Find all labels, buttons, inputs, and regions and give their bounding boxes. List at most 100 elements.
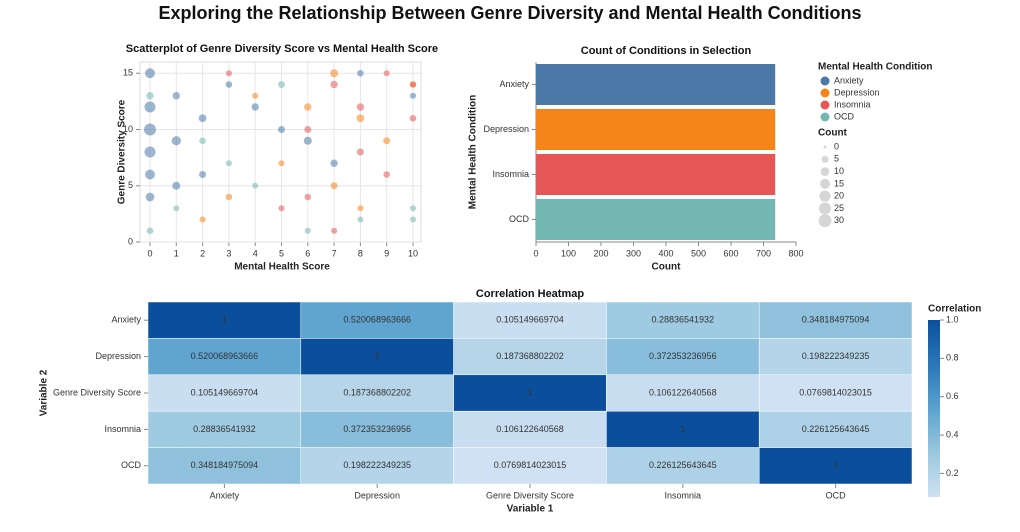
- size-legend-label: 5: [834, 154, 839, 164]
- heatmap-cell: [147, 374, 302, 412]
- size-legend-label: 25: [834, 203, 844, 213]
- x-tick-label: Genre Diversity Score: [486, 490, 574, 500]
- x-tick-label: 3: [226, 248, 231, 258]
- cell-label: 0.198222349235: [343, 460, 411, 470]
- heatmap-cell: [300, 410, 454, 448]
- scatter-point: [145, 68, 155, 79]
- scatter-point: [409, 81, 417, 88]
- x-tick-label: Depression: [354, 490, 400, 500]
- scatter-point: [278, 160, 285, 167]
- scatter-point: [357, 205, 364, 212]
- scatter-point: [304, 103, 312, 111]
- scatter-point: [383, 171, 391, 178]
- scatter-point: [356, 148, 364, 156]
- scatter-point: [225, 193, 233, 201]
- page-title: Exploring the Relationship Between Genre…: [158, 3, 861, 23]
- x-tick-label: 800: [788, 248, 803, 258]
- x-tick-label: 10: [408, 248, 418, 258]
- x-tick-label: Insomnia: [665, 490, 702, 500]
- plot-frame: [139, 61, 422, 243]
- x-tick-label: OCD: [826, 490, 847, 500]
- x-tick-label: 500: [691, 248, 706, 258]
- scatter-point: [409, 205, 417, 212]
- x-tick-label: 8: [358, 248, 363, 258]
- scatter-point: [252, 182, 259, 189]
- legend-label: Insomnia: [834, 99, 871, 109]
- cell-label: 1: [527, 387, 532, 397]
- size-legend-label: 10: [834, 166, 844, 176]
- scatter-point: [171, 136, 181, 146]
- heatmap-cell: [758, 338, 913, 376]
- y-tick-label: Depression: [95, 351, 141, 361]
- heatmap-cell: [758, 374, 913, 412]
- size-legend-swatch: [819, 202, 831, 215]
- y-tick-label: Anxiety: [111, 315, 141, 325]
- heatmap-cell: [300, 374, 454, 412]
- legend-title: Mental Health Condition: [818, 62, 932, 73]
- x-tick-label: Anxiety: [210, 490, 240, 500]
- scatter-point: [304, 125, 312, 134]
- scatter-point: [172, 92, 181, 100]
- x-tick-label: 600: [723, 248, 738, 258]
- legend-swatch: [820, 112, 830, 122]
- size-legend-label: 30: [834, 215, 844, 225]
- scatter-point: [304, 193, 312, 201]
- scatter-point: [330, 80, 338, 89]
- legend-label: OCD: [834, 111, 855, 121]
- x-tick-label: 4: [253, 248, 258, 258]
- scatter-point: [225, 81, 233, 88]
- cell-label: 0.372353236956: [649, 351, 717, 361]
- cell-label: 0.226125643645: [649, 460, 717, 470]
- x-tick-label: 100: [561, 248, 576, 258]
- heatmap-cell: [606, 374, 760, 412]
- cell-label: 0.198222349235: [802, 351, 870, 361]
- colorbar: [928, 320, 940, 497]
- y-tick-label: Anxiety: [499, 79, 529, 89]
- cell-label: 0.105149669704: [191, 387, 259, 397]
- scatter-point: [145, 169, 155, 180]
- cell-label: 0.105149669704: [496, 315, 564, 325]
- bar: [536, 154, 776, 195]
- y-tick-label: 10: [123, 124, 133, 134]
- size-legend-swatch: [821, 155, 829, 163]
- scatter-point: [251, 103, 259, 111]
- cell-label: 0.187368802202: [496, 351, 564, 361]
- y-axis-title: Mental Health Condition: [468, 95, 479, 209]
- colorbar-tick-label: 0.4: [946, 429, 959, 439]
- heatmap-cell: [453, 447, 607, 485]
- size-legend-swatch: [820, 167, 830, 176]
- legend-label: Depression: [834, 87, 880, 97]
- chart-title: Count of Conditions in Selection: [581, 45, 752, 57]
- x-tick-label: 6: [305, 248, 310, 258]
- scatter-point: [409, 216, 417, 223]
- heatmap-cell: [606, 301, 760, 339]
- x-tick-label: 300: [626, 248, 641, 258]
- size-legend-swatch: [823, 145, 827, 149]
- bar: [536, 109, 776, 150]
- colorbar-tick-label: 0.6: [946, 391, 959, 401]
- scatter-point: [330, 182, 338, 190]
- size-legend-swatch: [819, 190, 831, 202]
- scatter-point: [225, 160, 232, 167]
- scatter-point: [357, 216, 364, 223]
- cell-label: 1: [222, 315, 227, 325]
- scatter-point: [199, 170, 207, 179]
- size-legend-label: 15: [834, 178, 844, 188]
- scatter-point: [356, 114, 365, 123]
- heatmap-cell: [453, 301, 607, 339]
- x-tick-label: 7: [332, 248, 337, 258]
- scatter-point: [383, 70, 390, 77]
- scatter-point: [330, 69, 339, 78]
- scatter-point: [357, 69, 364, 77]
- scatter-point: [144, 101, 156, 113]
- x-axis-title: Count: [652, 262, 682, 273]
- heatmap-cell: [606, 447, 760, 485]
- scatter-point: [225, 70, 232, 77]
- heatmap-cell: [758, 447, 913, 485]
- cell-label: 0.28836541932: [193, 424, 256, 434]
- heatmap-cell: [758, 301, 913, 339]
- y-tick-label: Genre Diversity Score: [53, 387, 141, 397]
- scatter-point: [173, 205, 180, 212]
- heatmap-cell: [300, 301, 454, 339]
